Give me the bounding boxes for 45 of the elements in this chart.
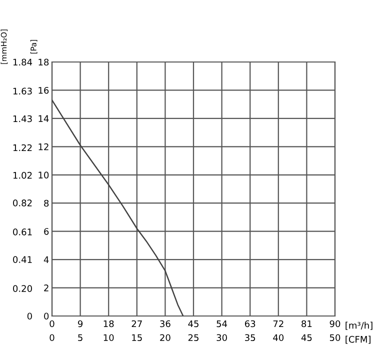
y-tick-label: 2 — [44, 284, 48, 292]
y2-tick-label: 0.20 — [13, 285, 32, 292]
x-tick-label: 0 — [50, 320, 54, 328]
y2-tick-label: 0.82 — [13, 200, 32, 206]
y-tick-label: 4 — [44, 256, 49, 263]
x2-tick-label: 20 — [160, 334, 170, 342]
x-tick-label: 9 — [78, 320, 83, 328]
x2-tick-label: 50 — [330, 334, 340, 342]
x2-axis-title: [CFM] — [346, 336, 370, 344]
x-tick-label: 90 — [330, 320, 340, 328]
y-tick-label: 16 — [38, 86, 49, 94]
y2-tick-label: 1.63 — [13, 88, 32, 95]
x-tick-label: 36 — [160, 320, 170, 328]
y-tick-label: 0 — [44, 312, 49, 320]
y2-tick-label: 1.02 — [13, 172, 32, 179]
x-tick-label: 54 — [216, 320, 228, 328]
y-tick-label: 10 — [38, 172, 49, 178]
y-tick-label: 18 — [38, 58, 49, 66]
y-tick-label: 14 — [38, 115, 49, 122]
x-tick-label: 72 — [273, 320, 284, 328]
y-tick-label: 6 — [44, 228, 49, 235]
x2-tick-label: 25 — [188, 334, 198, 342]
x2-tick-label: 35 — [245, 334, 256, 342]
y2-tick-label: 0.61 — [13, 228, 32, 236]
y2-tick-label: 1.84 — [13, 58, 32, 66]
x-tick-label: 81 — [302, 320, 312, 328]
y-tick-label: 8 — [44, 200, 49, 207]
x-axis-title: [m³/h] — [346, 322, 372, 330]
y2-tick-label: 1.22 — [13, 144, 32, 152]
line-series — [52, 99, 184, 316]
x2-tick-label: 0 — [50, 334, 54, 342]
x-tick-label: 45 — [188, 320, 198, 328]
x2-tick-label: 10 — [104, 334, 114, 342]
x-tick-label: 27 — [132, 320, 142, 328]
x2-tick-label: 30 — [216, 334, 227, 342]
x2-tick-label: 15 — [132, 334, 142, 342]
x2-tick-label: 40 — [273, 334, 284, 342]
y2-tick-label: 0 — [27, 312, 32, 320]
x-tick-label: 63 — [244, 320, 256, 328]
x-tick-label: 18 — [104, 320, 114, 328]
y2-tick-label: 1.43 — [13, 115, 32, 122]
y2-tick-label: 0.41 — [13, 256, 32, 263]
x2-tick-label: 45 — [301, 334, 312, 342]
y-tick-label: 12 — [38, 143, 48, 150]
x2-tick-label: 5 — [78, 334, 82, 342]
